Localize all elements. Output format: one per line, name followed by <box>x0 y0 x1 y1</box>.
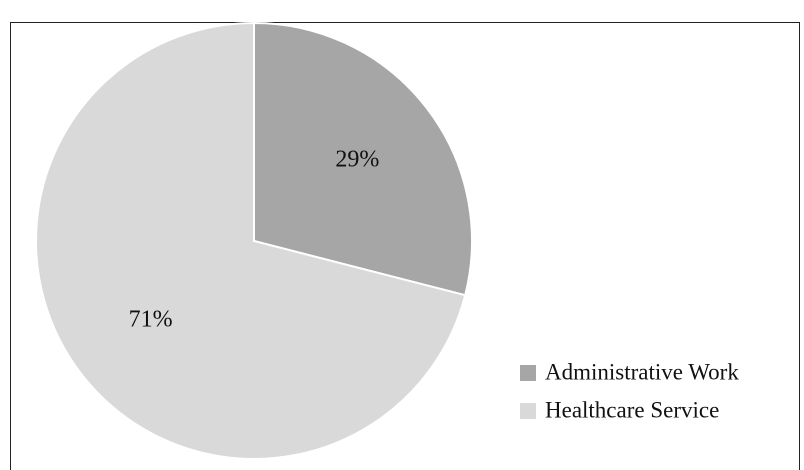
legend-swatch <box>520 403 536 419</box>
legend-swatch <box>520 365 536 381</box>
data-label: 71% <box>129 307 173 333</box>
pie-slice <box>35 21 467 460</box>
legend-label: Administrative Work <box>545 359 739 384</box>
pie-slice <box>253 21 473 297</box>
data-label: 29% <box>335 146 379 172</box>
legend-label: Healthcare Service <box>545 397 719 422</box>
